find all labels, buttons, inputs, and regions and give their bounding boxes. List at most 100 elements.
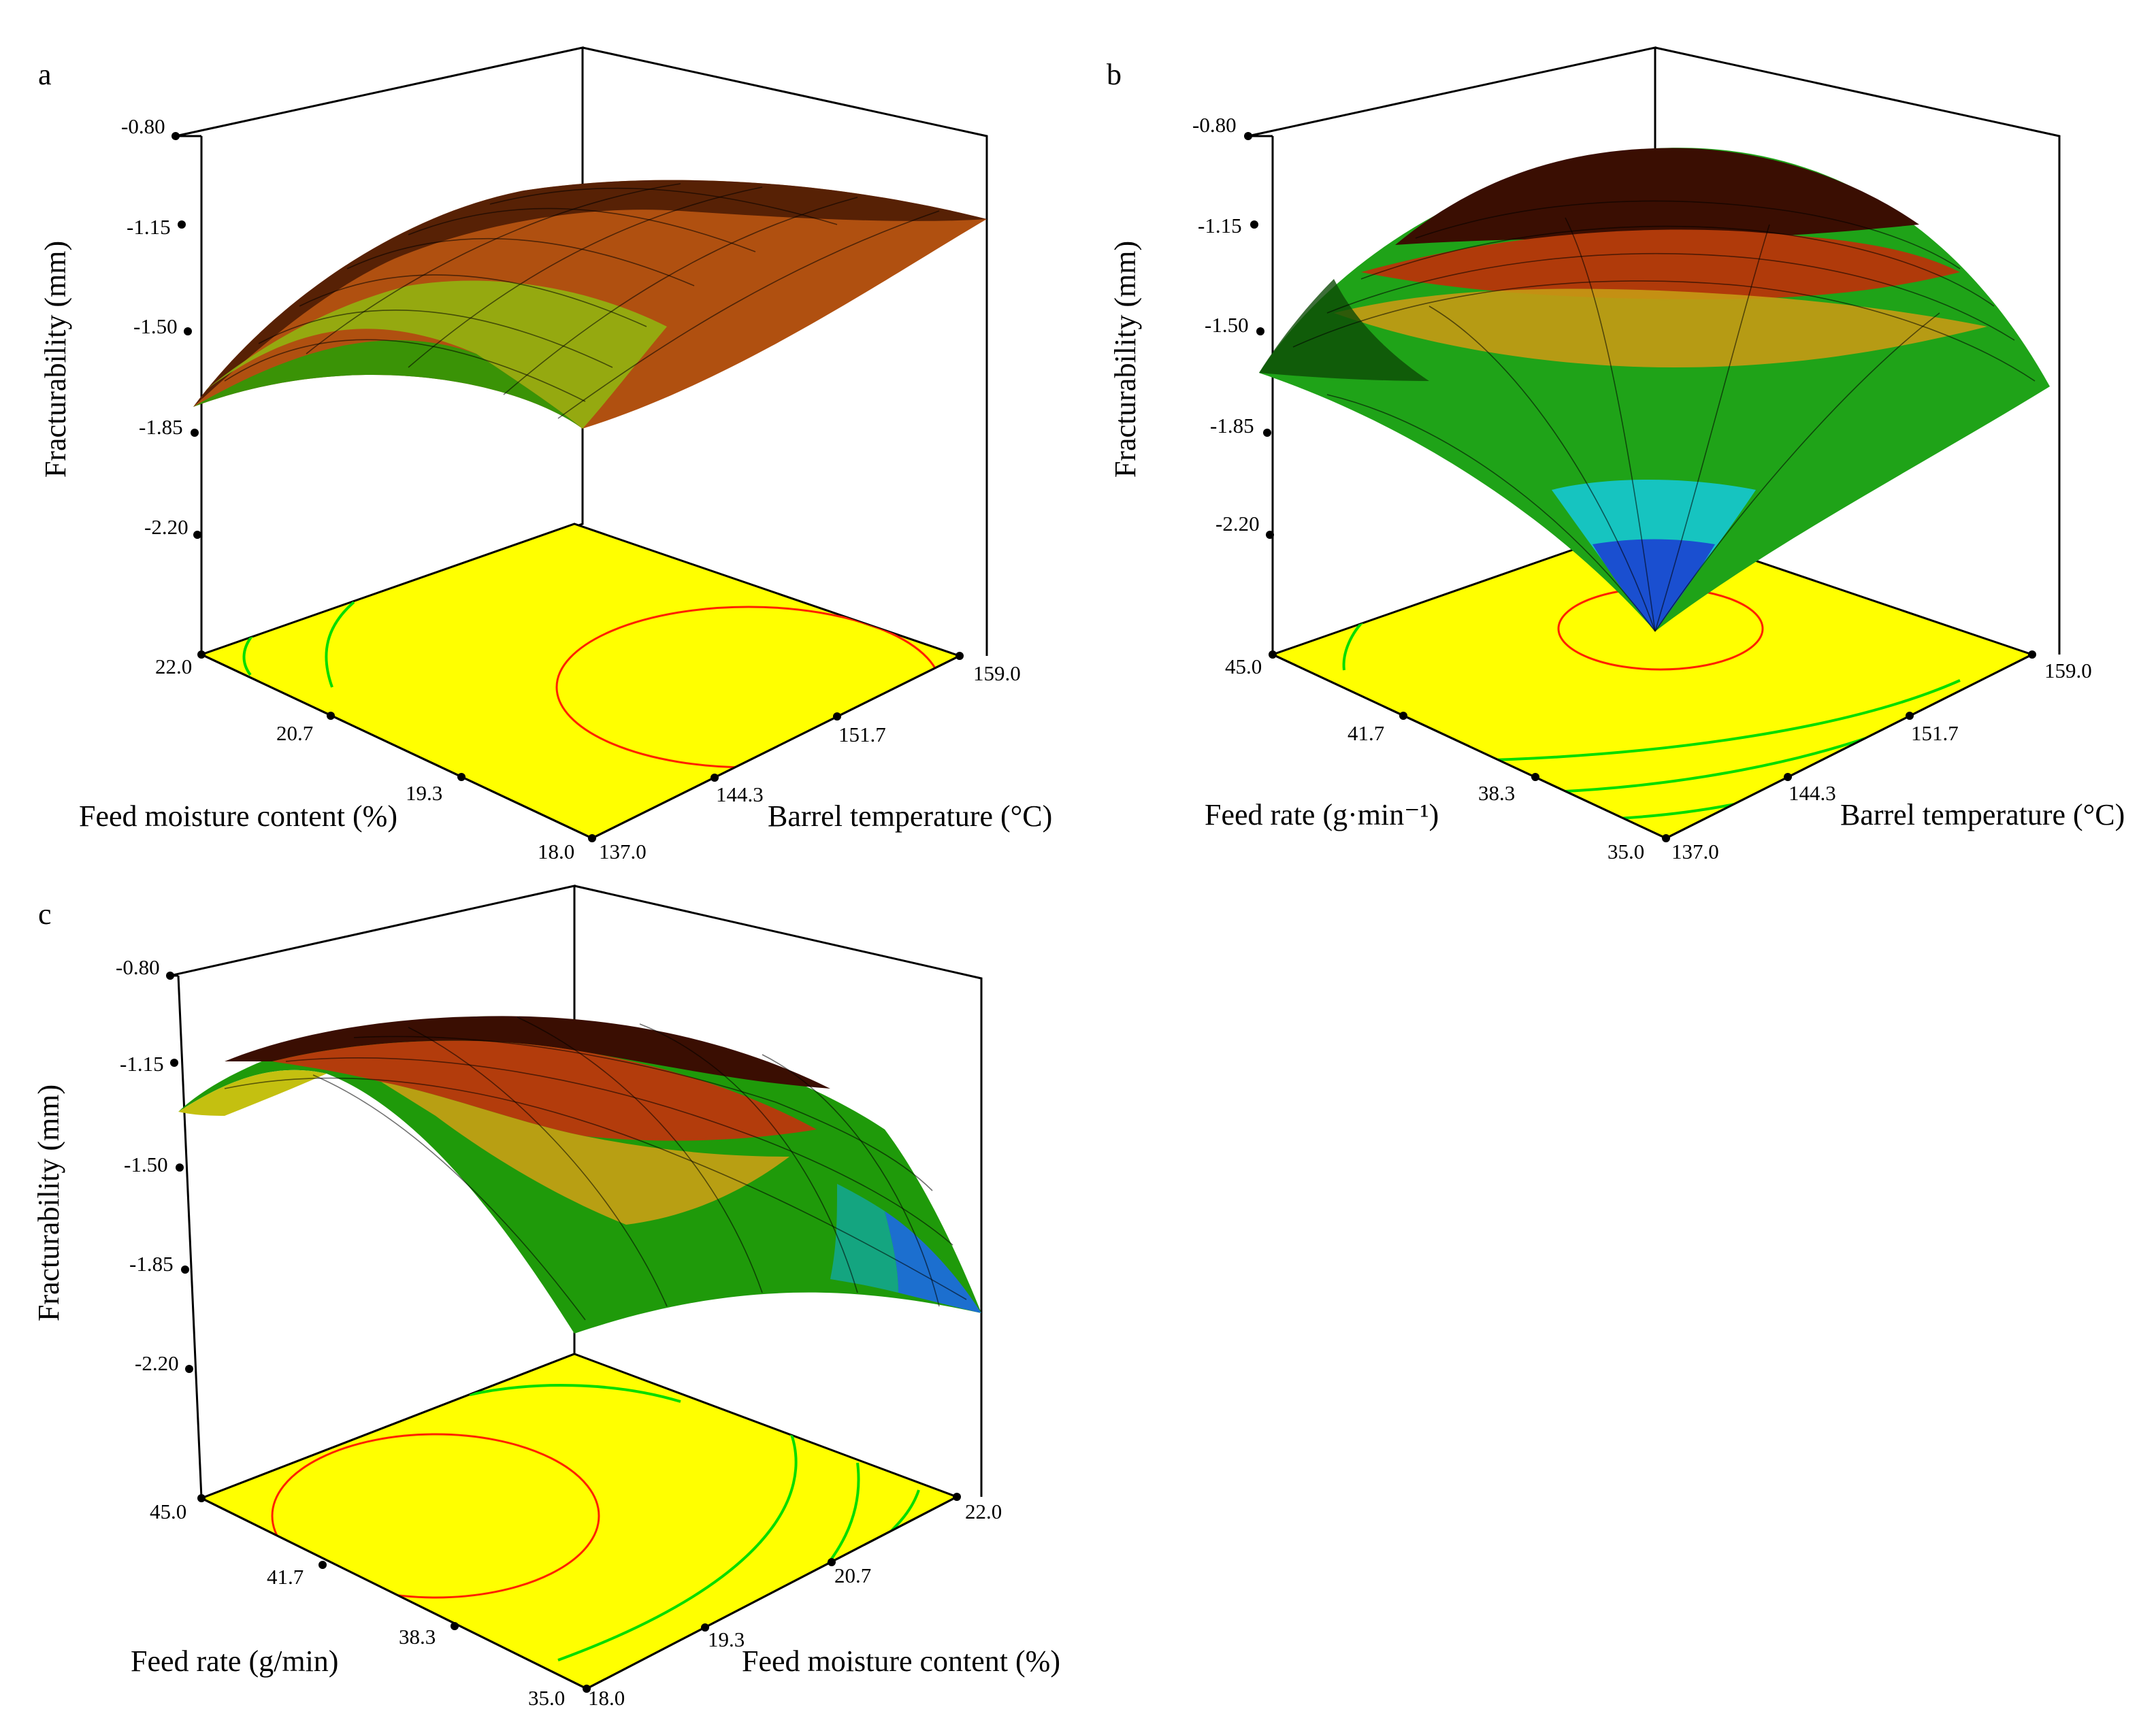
panel-c-y-tick-2: 19.3 (708, 1627, 745, 1651)
panel-b-y-tick-4: 159.0 (2044, 659, 2092, 682)
panel-b-label: b (1107, 58, 1122, 91)
panel-a-y-tick-2: 144.3 (716, 782, 764, 806)
panel-b-x-tick-2: 41.7 (1348, 721, 1384, 745)
panel-b-z-tick-2: -1.15 (1198, 214, 1242, 237)
panel-a-surface (193, 180, 987, 429)
panel-c-surface-wireframe (224, 1016, 967, 1321)
panel-c-y-tick-1: 18.0 (588, 1686, 625, 1710)
surface-wire-line-7 (306, 183, 681, 354)
panel-a-surface-shade-back (193, 180, 987, 407)
panel-b-z-axis-title: Fracturability (mm) (1109, 241, 1142, 478)
panel-a-z-axis: -0.80 -1.15 -1.50 -1.85 -2.20 Fracturabi… (39, 114, 201, 539)
surface-wire-line-26 (639, 1023, 858, 1293)
axis-tick-dot-13 (1269, 650, 1277, 659)
axis-tick-dot-27 (451, 1622, 459, 1630)
surface-wire-line-24 (408, 1027, 668, 1307)
panel-c-x-axis-line (201, 1497, 587, 1690)
axis-tick-dot-6 (833, 712, 841, 721)
panel-c-z-axis-title: Fracturability (mm) (32, 1085, 65, 1321)
panel-a-z-tick-2: -1.15 (127, 215, 171, 239)
axis-tick-dot-15 (1531, 773, 1539, 781)
panel-c-y-axis-line (586, 1495, 958, 1690)
panel-c-contour-green-1 (469, 1384, 681, 1403)
panel-c-surface-shade-teal (830, 1184, 898, 1293)
panel-b-x-tick-3: 38.3 (1478, 781, 1515, 805)
surface-wire-line-5 (408, 208, 756, 252)
panel-b-y-axis: 137.0 144.3 151.7 159.0 Barrel temperatu… (1665, 650, 2125, 863)
surface-wire-line-20 (224, 1077, 967, 1300)
surface-wire-line-2 (258, 310, 613, 368)
surface-wire-line-12 (1326, 252, 2015, 341)
panel-a-x-tick-4: 18.0 (538, 840, 574, 863)
panel-c-z-axis: -0.80 -1.15 -1.50 -1.85 -2.20 Fracturabi… (32, 955, 193, 1375)
panel-b-z-axis: -0.80 -1.15 -1.50 -1.85 -2.20 Fracturabi… (1109, 113, 1274, 539)
panel-a-z-tick-dot-2 (178, 220, 186, 229)
panel-c-y-tick-4: 22.0 (965, 1500, 1002, 1523)
panel-b-z-tick-5: -2.20 (1215, 512, 1260, 535)
surface-wire-line-4 (346, 237, 695, 286)
panel-b-x-axis-line (1272, 653, 1667, 840)
panel-a-z-tick-4: -1.85 (139, 415, 183, 439)
panel-c-z-tick-2: -1.15 (120, 1052, 164, 1076)
panel-a-back-wall-right (582, 46, 988, 656)
panel-c-x-tick-3: 38.3 (399, 1625, 436, 1649)
surface-wire-line-17 (1565, 217, 1656, 632)
axis-tick-dot-1 (197, 650, 206, 659)
panel-a-z-tick-1: -0.80 (121, 114, 165, 138)
panel-c-y-tick-3: 20.7 (834, 1564, 871, 1587)
panel-b-surface-shade-red (1361, 229, 1960, 299)
panel-a-z-tick-dot-3 (184, 327, 192, 335)
panel-a-y-axis-line (591, 655, 960, 840)
panel-c-y-axis-title: Feed moisture content (%) (742, 1644, 1060, 1678)
panel-b-x-axis: 45.0 41.7 38.3 35.0 Feed rate (g·min⁻¹) (1205, 650, 1670, 863)
panel-b-y-axis-title: Barrel temperature (°C) (1840, 798, 2125, 831)
panel-c-back-wall-right (574, 884, 983, 1497)
panel-a-z-tick-3: -1.50 (133, 314, 178, 338)
surface-wire-line-9 (503, 197, 858, 395)
panel-b-surface (1259, 148, 2050, 632)
panel-b-y-tick-3: 151.7 (1911, 721, 1959, 745)
panel-c-x-axis: 45.0 41.7 38.3 35.0 Feed rate (g/min) (131, 1494, 591, 1710)
axis-tick-dot-8 (1244, 132, 1252, 140)
panel-a-z-tick-dot-1 (172, 132, 180, 140)
axis-tick-dot-24 (185, 1365, 193, 1373)
panel-a-contour-green-3 (242, 635, 253, 676)
panel-a-label: a (38, 58, 52, 91)
panel-c-label: c (38, 897, 52, 931)
axis-tick-dot-10 (1256, 327, 1264, 335)
axis-tick-dot-20 (166, 972, 174, 980)
panel-a-x-tick-1: 22.0 (155, 655, 192, 678)
axis-tick-dot-18 (1906, 712, 1914, 720)
surface-wire-line-6 (489, 187, 838, 225)
axis-tick-dot-7 (956, 652, 964, 660)
panel-c-contour-green-2 (557, 1428, 798, 1661)
panel-c: c (32, 884, 1060, 1710)
panel-c-surface-shade-red (272, 1040, 817, 1141)
panel-c-surface-shade-top (225, 1016, 830, 1089)
surface-wire-line-27 (762, 1054, 940, 1307)
panel-a: a (38, 46, 1052, 863)
panel-c-z-tick-4: -1.85 (129, 1252, 174, 1276)
panel-c-x-tick-4: 35.0 (528, 1686, 565, 1710)
axis-tick-dot-3 (457, 773, 466, 781)
surface-wire-line-22 (353, 1036, 933, 1191)
panel-b-y-tick-1: 137.0 (1671, 840, 1719, 863)
panel-a-x-axis: 22.0 20.7 19.3 18.0 Feed moisture conten… (79, 650, 596, 863)
surface-wire-line-19 (1654, 312, 1940, 632)
panel-b-z-tick-1: -0.80 (1192, 113, 1237, 137)
panel-a-z-axis-title: Fracturability (mm) (39, 241, 72, 478)
surface-wire-line-23 (312, 1074, 586, 1321)
panel-c-front-vertical-edge (177, 975, 203, 1499)
panel-a-y-axis: 137.0 144.3 151.7 159.0 Barrel temperatu… (591, 652, 1052, 863)
panel-b-z-tick-4: -1.85 (1210, 414, 1254, 437)
panel-c-z-tick-1: -0.80 (116, 955, 160, 979)
panel-b-contour-green-2 (1469, 679, 1961, 762)
panel-a-y-tick-3: 151.7 (838, 723, 886, 746)
axis-tick-dot-12 (1266, 531, 1274, 539)
panel-a-contour-green-2 (325, 601, 355, 688)
axis-tick-dot-22 (176, 1163, 184, 1172)
surface-wire-line-16 (1428, 305, 1656, 632)
panel-c-y-axis: 18.0 19.3 20.7 22.0 Feed moisture conten… (586, 1493, 1060, 1710)
panel-b-back-wall-right (1654, 46, 2061, 655)
surface-wire-line-3 (299, 274, 647, 327)
